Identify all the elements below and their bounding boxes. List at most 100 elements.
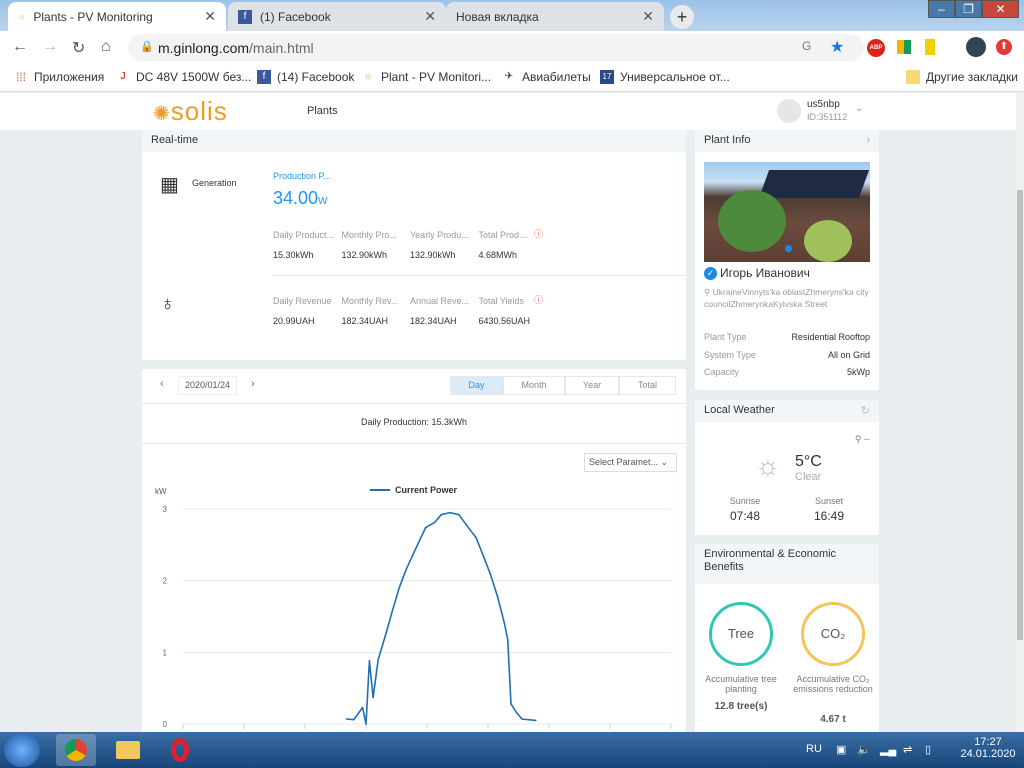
- scrollbar-thumb[interactable]: [1017, 190, 1023, 640]
- data-point: [484, 559, 486, 561]
- tab-new[interactable]: Новая вкладка ✕: [446, 2, 664, 31]
- period-day[interactable]: Day: [450, 376, 503, 395]
- divider: [273, 275, 686, 276]
- co2-label: Accumulative CO₂ emissions reduction: [793, 674, 873, 694]
- sunrise-label: Sunrise: [729, 496, 761, 506]
- language-indicator[interactable]: RU: [806, 743, 822, 755]
- extension-grid-icon[interactable]: [897, 40, 911, 54]
- money-bag-icon: ♁: [160, 293, 175, 315]
- start-button[interactable]: [4, 733, 40, 767]
- close-window-button[interactable]: ✕: [982, 0, 1019, 18]
- period-month[interactable]: Month: [503, 376, 565, 395]
- signal-icon[interactable]: ▂▄: [880, 744, 897, 756]
- data-point: [398, 587, 401, 589]
- data-point: [510, 703, 512, 705]
- browser-toolbar: ← → ↻ ⌂ 🔒 m.ginlong.com/main.html G ★ AB…: [0, 31, 1024, 63]
- user-name[interactable]: us5nbp: [807, 99, 840, 110]
- translate-icon[interactable]: G: [802, 39, 812, 53]
- bookmark-label: Авиабилеты: [522, 70, 591, 84]
- home-icon[interactable]: ⌂: [101, 38, 111, 55]
- battery-icon[interactable]: ▯: [925, 744, 932, 756]
- tab-label: Plants - PV Monitoring: [33, 9, 153, 24]
- weather-location[interactable]: ⚲ --: [854, 434, 870, 444]
- adblock-icon[interactable]: ABP: [867, 39, 885, 57]
- plant-info-value: Residential Rooftop: [791, 332, 870, 342]
- tab-bar: ☼ Plants - PV Monitoring ✕ f (1) Facebook ✕ …: [0, 0, 1024, 31]
- revenue-label: Monthly Rev...: [341, 296, 399, 306]
- network-icon[interactable]: ⇌: [903, 744, 913, 756]
- volume-icon[interactable]: 🔈: [857, 744, 871, 756]
- next-date-icon[interactable]: ›: [251, 378, 255, 390]
- solis-logo[interactable]: ✺solis: [153, 96, 228, 127]
- tab-plants[interactable]: ☼ Plants - PV Monitoring ✕: [8, 2, 226, 31]
- explorer-taskbar-icon[interactable]: [108, 734, 148, 766]
- production-value: 132.90kWh: [410, 250, 456, 260]
- period-total[interactable]: Total: [619, 376, 676, 395]
- chrome-taskbar-icon[interactable]: [56, 734, 96, 766]
- select-parameter-dropdown[interactable]: Select Paramet... ⌄: [584, 453, 677, 472]
- bookmark-aviabilety[interactable]: ✈ Авиабилеты: [502, 70, 591, 84]
- bookmark-star-icon[interactable]: ★: [830, 39, 845, 56]
- url-text[interactable]: m.ginlong.com/main.html: [158, 40, 314, 56]
- sunset-label: Sunset: [814, 496, 844, 506]
- y-tick-label: 3: [163, 505, 168, 514]
- data-point: [534, 719, 537, 722]
- data-point: [466, 525, 469, 527]
- carousel-dot[interactable]: [785, 245, 792, 252]
- clock[interactable]: 17:27 24.01.2020: [960, 736, 1016, 760]
- help-icon[interactable]: ⓘ: [534, 295, 544, 305]
- bookmark-facebook[interactable]: f (14) Facebook: [257, 70, 354, 84]
- sunset-time: 16:49: [813, 509, 845, 523]
- plant-info-label: Capacity: [704, 367, 740, 377]
- logo-text: solis: [170, 96, 228, 126]
- address-bar[interactable]: 🔒 m.ginlong.com/main.html G ★: [128, 34, 864, 61]
- close-tab-icon[interactable]: ✕: [424, 8, 436, 24]
- solis-favicon: ☼: [363, 71, 373, 82]
- card-title[interactable]: Plant Info ›: [695, 130, 879, 152]
- card-title: Local Weather ↻: [695, 400, 879, 422]
- reload-icon[interactable]: ↻: [72, 40, 86, 57]
- close-tab-icon[interactable]: ✕: [204, 8, 216, 24]
- opera-taskbar-icon[interactable]: [160, 734, 200, 766]
- solis-favicon: ☼: [18, 12, 26, 21]
- tab-facebook[interactable]: f (1) Facebook ✕: [228, 2, 446, 31]
- new-tab-button[interactable]: +: [670, 5, 694, 29]
- network-app-icon[interactable]: ▣: [836, 744, 847, 756]
- profile-avatar[interactable]: [966, 37, 986, 57]
- back-icon[interactable]: ←: [12, 38, 28, 55]
- data-point: [384, 635, 387, 637]
- tab-label: Новая вкладка: [456, 9, 539, 24]
- bookmark-universal[interactable]: 17 Универсальное от...: [600, 70, 730, 84]
- condition: Clear: [795, 471, 822, 483]
- close-tab-icon[interactable]: ✕: [642, 8, 654, 24]
- forward-icon[interactable]: →: [42, 38, 58, 55]
- date-picker[interactable]: 2020/01/24: [178, 376, 238, 395]
- lock-icon: 🔒: [140, 41, 154, 53]
- period-year[interactable]: Year: [565, 376, 619, 395]
- user-avatar[interactable]: [777, 99, 801, 123]
- bookmark-dc48v[interactable]: J DC 48V 1500W без...: [116, 70, 252, 84]
- production-power-value: 34.00W: [273, 188, 328, 208]
- co2-circle: CO₂: [801, 602, 865, 666]
- other-bookmarks[interactable]: Другие закладки: [906, 70, 1018, 84]
- bookmark-plant[interactable]: ☼ Plant - PV Monitori...: [361, 70, 491, 84]
- prev-date-icon[interactable]: ‹: [160, 378, 164, 390]
- app-header: ✺solis Plants us5nbp ID:351112 ⌄: [0, 93, 1016, 130]
- chevron-right-icon[interactable]: ›: [866, 134, 870, 146]
- facebook-icon: f: [257, 70, 271, 84]
- help-icon[interactable]: ⓘ: [534, 229, 544, 239]
- data-point: [365, 723, 367, 725]
- plant-photo[interactable]: [704, 162, 870, 262]
- co2-value: 4.67 t: [820, 714, 846, 725]
- chevron-down-icon[interactable]: ⌄: [855, 103, 864, 114]
- solar-panel-icon: ▦: [160, 174, 179, 196]
- refresh-icon[interactable]: ↻: [860, 405, 870, 417]
- maximize-button[interactable]: ❐: [955, 0, 982, 18]
- data-point: [458, 513, 460, 516]
- minimize-button[interactable]: –: [928, 0, 955, 18]
- upload-extension-icon[interactable]: ⬆: [996, 39, 1012, 55]
- nav-plants[interactable]: Plants: [307, 105, 338, 117]
- sun-logo-icon: ✺: [153, 103, 171, 125]
- bookmark-apps[interactable]: ⁞⁞⁞ Приложения: [14, 70, 104, 84]
- extension-icon[interactable]: [925, 39, 935, 55]
